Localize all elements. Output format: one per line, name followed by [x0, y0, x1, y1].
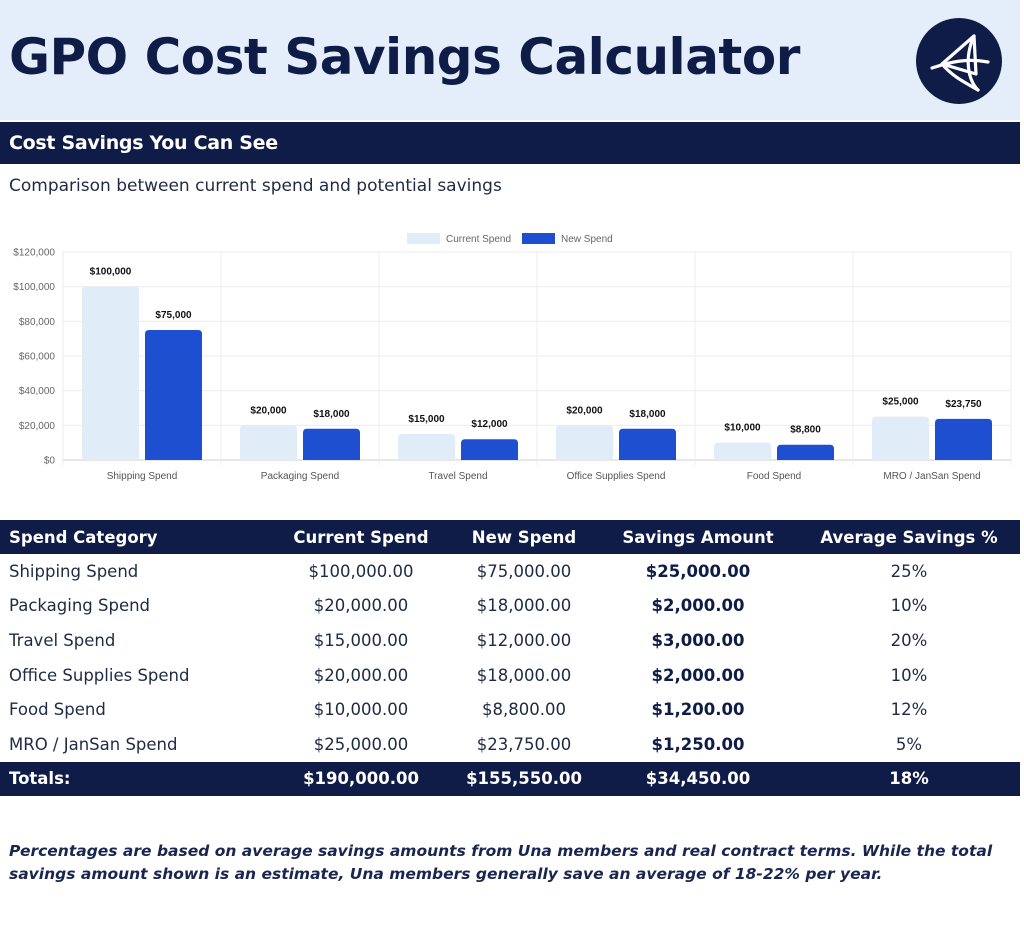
cell-category: Food Spend [9, 700, 106, 720]
cell-category: Packaging Spend [9, 596, 151, 616]
chart-subtitle: Comparison between current spend and pot… [9, 176, 502, 196]
page-title: GPO Cost Savings Calculator [9, 28, 800, 86]
cell-savings: $1,250.00 [651, 734, 745, 754]
cell-new: $18,000.00 [476, 665, 572, 685]
bar-data-label: $18,000 [629, 409, 666, 420]
table-row: Shipping Spend $100,000.00 $75,000.00 $2… [0, 554, 1020, 589]
y-tick-label: $60,000 [19, 352, 56, 363]
cell-current: $10,000.00 [313, 700, 409, 720]
bar-data-label: $100,000 [90, 267, 132, 278]
totals-row: Totals: $190,000.00 $155,550.00 $34,450.… [0, 761, 1020, 796]
bar-data-label: $75,000 [155, 310, 192, 321]
bar-current [872, 416, 929, 460]
cell-current: $15,000.00 [313, 630, 409, 650]
bar-data-label: $15,000 [408, 414, 445, 425]
cell-new: $23,750.00 [476, 734, 572, 754]
cell-percent: 20% [890, 630, 928, 650]
bar-new [461, 439, 518, 460]
y-tick-label: $40,000 [19, 386, 56, 397]
totals-percent: 18% [798, 761, 1020, 796]
cell-savings: $2,000.00 [651, 665, 745, 685]
bar-data-label: $25,000 [882, 397, 919, 408]
cell-percent: 10% [890, 596, 928, 616]
bar-new [935, 418, 992, 460]
cell-new: $12,000.00 [476, 630, 572, 650]
table-row: Packaging Spend $20,000.00 $18,000.00 $2… [0, 589, 1020, 624]
y-tick-label: $80,000 [19, 317, 56, 328]
cell-category: MRO / JanSan Spend [9, 734, 178, 754]
cell-current: $20,000.00 [313, 665, 409, 685]
table-row: Food Spend $10,000.00 $8,800.00 $1,200.0… [0, 692, 1020, 727]
cell-percent: 5% [895, 734, 923, 754]
x-tick-label: Food Spend [747, 471, 802, 482]
savings-table: Spend Category Current Spend New Spend S… [0, 520, 1020, 796]
table-row: MRO / JanSan Spend $25,000.00 $23,750.00… [0, 727, 1020, 762]
totals-label: Totals: [0, 761, 272, 796]
y-tick-label: $0 [44, 456, 56, 467]
x-tick-label: Packaging Spend [261, 471, 339, 482]
y-tick-label: $120,000 [13, 248, 55, 259]
totals-savings: $34,450.00 [598, 761, 798, 796]
x-tick-label: MRO / JanSan Spend [883, 471, 980, 482]
table-header-row: Spend Category Current Spend New Spend S… [0, 520, 1020, 554]
x-tick-label: Travel Spend [428, 471, 487, 482]
cell-savings: $2,000.00 [651, 596, 745, 616]
disclaimer-note: Percentages are based on average savings… [9, 842, 993, 883]
cell-current: $20,000.00 [313, 596, 409, 616]
legend-swatch [407, 233, 440, 244]
y-tick-label: $20,000 [19, 421, 56, 432]
cell-percent: 12% [890, 700, 928, 720]
cell-savings: $25,000.00 [645, 561, 751, 581]
bar-data-label: $23,750 [945, 399, 982, 410]
legend-label: New Spend [561, 234, 613, 245]
bar-data-label: $10,000 [724, 423, 761, 434]
col-header-current: Current Spend [272, 520, 450, 554]
bar-current [556, 425, 613, 460]
cell-category: Shipping Spend [9, 561, 139, 581]
bar-data-label: $18,000 [313, 409, 350, 420]
page-header: GPO Cost Savings Calculator [0, 0, 1020, 120]
bar-data-label: $8,800 [790, 425, 821, 436]
cell-current: $100,000.00 [308, 561, 414, 581]
col-header-category: Spend Category [0, 520, 272, 554]
bar-data-label: $20,000 [250, 405, 287, 416]
bar-new [145, 330, 202, 460]
bar-current [82, 286, 139, 460]
col-header-savings: Savings Amount [598, 520, 798, 554]
bar-current [714, 442, 771, 460]
section-title: Cost Savings You Can See [9, 132, 278, 154]
cell-current: $25,000.00 [313, 734, 409, 754]
bar-new [303, 428, 360, 460]
bar-data-label: $12,000 [471, 419, 508, 430]
cell-new: $8,800.00 [482, 700, 566, 720]
spend-bar-chart: $0 $20,000 $40,000 $60,000 $80,000 $100,000 $1… [13, 233, 1012, 482]
bar-current [398, 434, 455, 460]
cell-new: $18,000.00 [476, 596, 572, 616]
col-header-percent: Average Savings % [798, 520, 1020, 554]
x-tick-label: Office Supplies Spend [567, 471, 666, 482]
legend-swatch [522, 233, 555, 244]
bar-new [777, 444, 834, 460]
table-row: Travel Spend $15,000.00 $12,000.00 $3,00… [0, 623, 1020, 658]
cell-savings: $3,000.00 [651, 630, 745, 650]
triangle-knot-icon [916, 18, 1002, 104]
bar-data-label: $20,000 [566, 405, 603, 416]
cell-new: $75,000.00 [476, 561, 572, 581]
cell-percent: 25% [890, 561, 928, 581]
totals-new: $155,550.00 [450, 761, 598, 796]
cell-percent: 10% [890, 665, 928, 685]
x-tick-label: Shipping Spend [107, 471, 178, 482]
legend-label: Current Spend [446, 234, 511, 245]
table-row: Office Supplies Spend $20,000.00 $18,000… [0, 658, 1020, 693]
cell-savings: $1,200.00 [651, 700, 745, 720]
bar-current [240, 425, 297, 460]
totals-current: $190,000.00 [272, 761, 450, 796]
bar-new [619, 428, 676, 460]
section-band: Cost Savings You Can See [0, 122, 1020, 164]
col-header-new: New Spend [450, 520, 598, 554]
y-tick-label: $100,000 [13, 282, 55, 293]
cell-category: Office Supplies Spend [9, 665, 190, 685]
cell-category: Travel Spend [9, 630, 116, 650]
